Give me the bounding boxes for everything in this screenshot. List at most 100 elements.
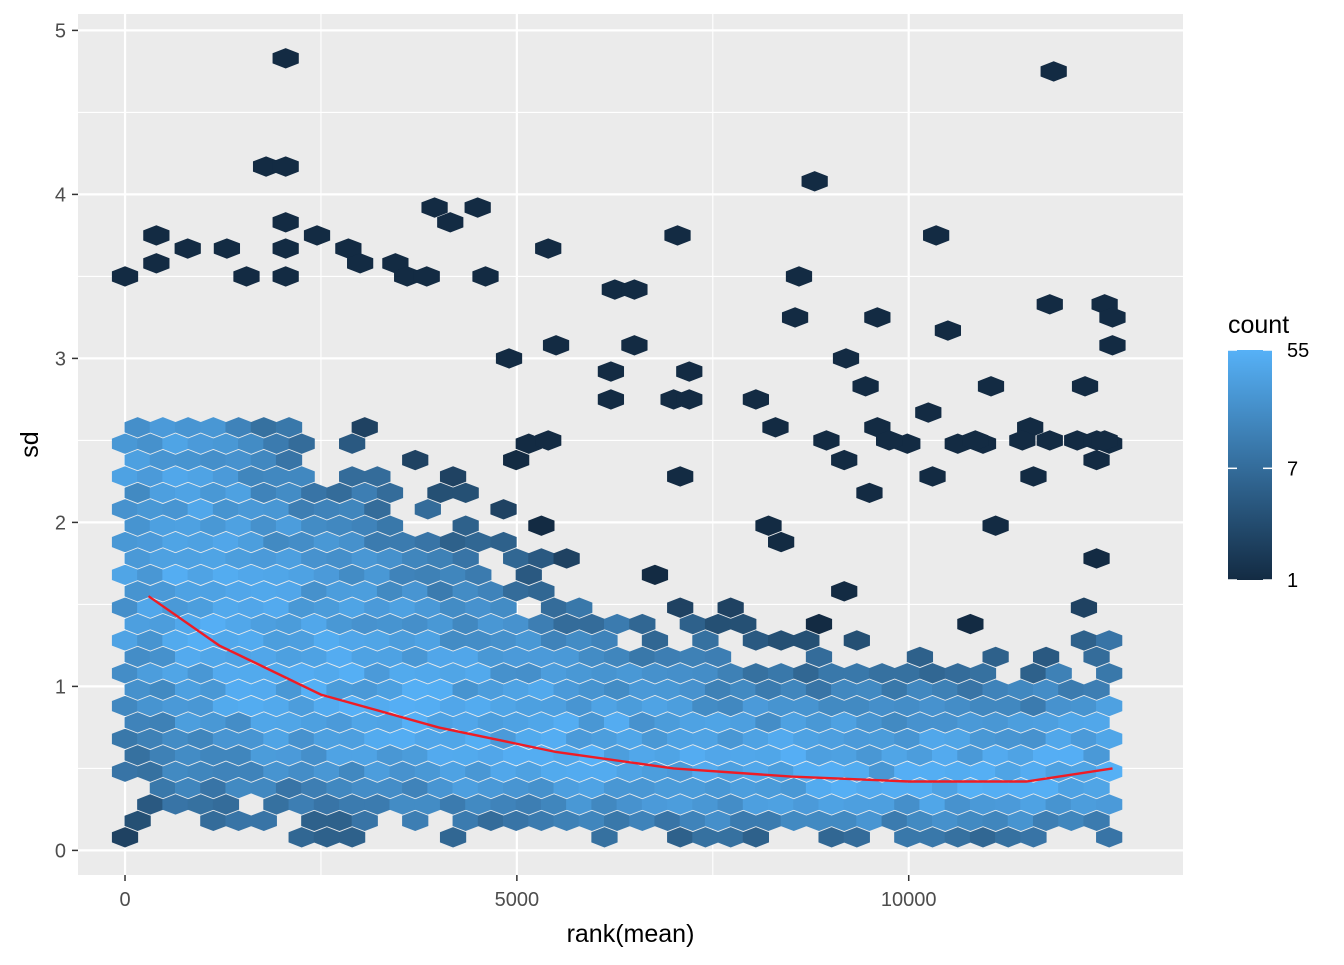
hex-bin (376, 777, 404, 799)
hex-bin (225, 613, 252, 635)
hex-bin (881, 712, 908, 733)
hex-bin (272, 156, 299, 177)
hex-bin (250, 417, 277, 438)
hex-bin (843, 794, 870, 815)
hex-bin (137, 433, 164, 454)
hex-bin (225, 417, 252, 438)
hex-bin (250, 646, 277, 668)
hex-bin (187, 695, 214, 717)
hex-bin (389, 663, 416, 684)
hex-bin (1096, 827, 1123, 848)
hex-bin (1083, 548, 1110, 569)
hex-bin (1070, 728, 1098, 750)
hex-bin (452, 712, 479, 733)
hex-bin (225, 482, 252, 504)
hex-bin (477, 777, 505, 799)
hex-bin (149, 646, 176, 668)
hex-bin (1083, 679, 1110, 700)
hex-bin (768, 695, 795, 717)
legend: count 55 7 1 (1228, 311, 1309, 592)
hex-bin (768, 794, 795, 815)
hex-bin (137, 531, 164, 553)
hex-bin (477, 712, 505, 733)
hex-bin (275, 449, 303, 471)
hex-bin (402, 449, 429, 471)
hex-bin (376, 482, 404, 504)
hex-bin (616, 761, 643, 782)
hex-bin (932, 745, 959, 766)
hex-bin (831, 449, 858, 471)
hex-bin (414, 728, 441, 750)
hex-bin (553, 712, 580, 733)
hex-bin (1058, 745, 1085, 766)
hex-bin (111, 761, 139, 782)
hex-bin (149, 712, 176, 733)
hex-bin (864, 307, 891, 328)
hex-bin (326, 712, 353, 733)
hex-bin (272, 48, 299, 69)
hex-bin (439, 761, 467, 782)
hex-bin (667, 794, 694, 815)
hex-bin (414, 761, 441, 782)
hex-bin (730, 745, 757, 766)
hex-bin (832, 348, 860, 369)
hex-bin (275, 646, 303, 668)
hex-bin (124, 417, 151, 438)
hex-bin (313, 597, 341, 618)
hex-bin (187, 728, 214, 750)
hex-bin (275, 548, 303, 569)
hex-bin (149, 777, 176, 799)
hex-bin (856, 482, 883, 504)
hex-bin (427, 581, 454, 602)
hex-bin (801, 171, 828, 192)
hex-bin (629, 712, 656, 733)
hex-bin (915, 402, 942, 423)
hex-bin (124, 679, 151, 700)
hex-bin (326, 810, 353, 832)
hex-bin (275, 515, 303, 536)
hex-bin (250, 515, 277, 536)
hex-bin (1045, 695, 1072, 717)
hex-bin (793, 695, 820, 717)
hex-bin (597, 361, 625, 382)
hex-bin (313, 695, 341, 717)
hex-bin (843, 695, 870, 717)
hex-bin (503, 613, 530, 635)
hex-bin (275, 745, 303, 766)
hex-bin (780, 745, 807, 766)
hex-bin (326, 745, 353, 766)
hex-bin (250, 679, 277, 700)
hex-bin (515, 663, 542, 684)
hex-bin (704, 646, 732, 668)
hex-bin (969, 663, 997, 684)
hex-bin (472, 266, 499, 287)
hex-bin (351, 810, 378, 832)
hex-bin (414, 630, 441, 651)
hex-bin (621, 335, 648, 356)
legend-tick-label: 1 (1287, 570, 1298, 592)
hex-bin (490, 597, 517, 618)
hex-bin (402, 679, 429, 700)
hex-bin (250, 810, 277, 832)
hex-bin (413, 266, 440, 287)
hex-bin (137, 761, 164, 782)
hex-bin (856, 679, 883, 700)
hex-bin (528, 581, 555, 602)
hex-bin (162, 728, 189, 750)
hex-bin (1007, 712, 1034, 733)
hex-bin (503, 449, 530, 471)
hex-bin (1020, 695, 1047, 717)
hex-bin (1045, 794, 1072, 815)
hex-bin (515, 630, 542, 651)
y-tick-label: 0 (55, 840, 66, 862)
y-tick-label: 3 (55, 348, 66, 370)
hex-bin (452, 482, 479, 504)
hex-bin (944, 761, 971, 782)
hex-bin (831, 777, 858, 799)
hex-bin (288, 695, 315, 717)
hex-bin (427, 745, 454, 766)
hex-bin (654, 777, 681, 799)
hex-bin (755, 745, 782, 766)
hex-bin (389, 761, 416, 782)
hex-bin (490, 531, 517, 553)
